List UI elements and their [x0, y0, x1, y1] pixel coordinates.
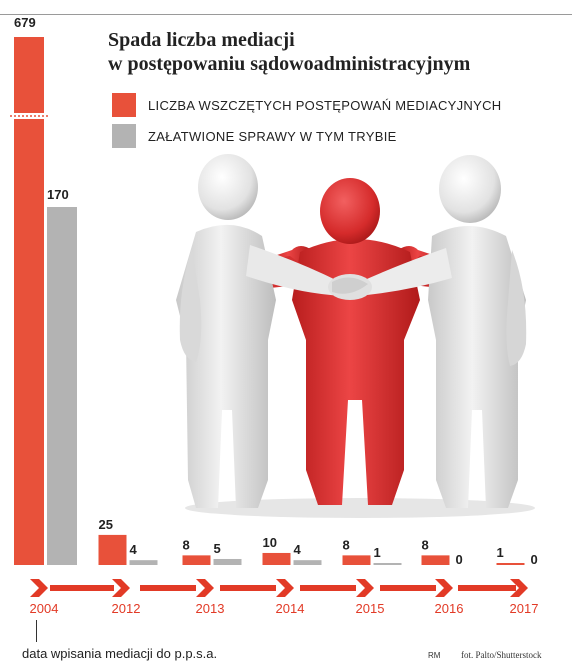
title-line-1: Spada liczba mediacji: [108, 29, 295, 51]
timeline-segment-3: [300, 585, 356, 591]
bar-resolved-2012: [129, 560, 158, 565]
timeline-segment-1: [140, 585, 196, 591]
timeline-segment-4: [380, 585, 436, 591]
data-label-initiated-2015: 8: [343, 537, 350, 552]
data-label-initiated-2012: 25: [99, 517, 113, 532]
data-label-resolved-2017: 0: [531, 552, 538, 567]
data-label-resolved-2016: 0: [456, 552, 463, 567]
bar-initiated-2017: [496, 563, 525, 565]
legend-swatch-red: [112, 93, 136, 117]
data-label-resolved-2013: 5: [214, 541, 221, 556]
timeline-arrow-2004: [30, 579, 48, 597]
tick-label-2004: 2004: [30, 601, 59, 616]
tick-label-2012: 2012: [112, 601, 141, 616]
bar-resolved-2015: [373, 563, 402, 565]
red-figure-icon: [250, 178, 460, 505]
data-label-initiated-2014: 10: [263, 535, 277, 550]
data-label-resolved-2004: 170: [47, 187, 69, 202]
bar-initiated-2015: [342, 555, 371, 565]
data-label-resolved-2014: 4: [294, 542, 302, 557]
right-white-figure-icon: [356, 155, 527, 508]
three-figures-handshake-icon: [176, 154, 535, 518]
data-label-resolved-2015: 1: [374, 545, 381, 560]
tick-label-2014: 2014: [276, 601, 305, 616]
bar-resolved-2014: [293, 560, 322, 565]
legend-item-initiated: LICZBA WSZCZĘTYCH POSTĘPOWAŃ MEDIACYJNYC…: [112, 93, 501, 117]
photo-credit: fot. Palto/Shutterstock: [461, 650, 542, 660]
legend-swatch-gray: [112, 124, 136, 148]
data-label-initiated-2016: 8: [422, 537, 429, 552]
timeline-arrow-2015: [356, 579, 374, 597]
timeline-axis: 2004 2012 2013 2014 2015 2016 2017: [30, 579, 539, 616]
tick-label-2015: 2015: [356, 601, 385, 616]
tick-label-2013: 2013: [196, 601, 225, 616]
chart-title: Spada liczba mediacji w postępowaniu sąd…: [108, 28, 470, 76]
legend-item-resolved: ZAŁATWIONE SPRAWY W TYM TRYBIE: [112, 124, 397, 148]
legend-label-initiated: LICZBA WSZCZĘTYCH POSTĘPOWAŃ MEDIACYJNYC…: [148, 97, 502, 113]
tick-label-2016: 2016: [435, 601, 464, 616]
bar-initiated-2012: [98, 534, 127, 565]
data-label-resolved-2012: 4: [130, 542, 138, 557]
author-credit: RM: [428, 651, 441, 660]
title-line-2: w postępowaniu sądowoadministracyjnym: [108, 53, 471, 75]
timeline-segment-5: [458, 585, 516, 591]
timeline-arrow-2012: [112, 579, 130, 597]
top-rule: [0, 14, 572, 15]
timeline-segment-0: [50, 585, 114, 591]
data-label-initiated-2004: 679: [14, 15, 36, 30]
timeline-arrow-2016: [435, 579, 453, 597]
bar-initiated-2014: [262, 552, 291, 565]
timeline-arrow-2014: [276, 579, 294, 597]
data-label-initiated-2013: 8: [183, 537, 190, 552]
bar-resolved-2013: [213, 558, 242, 565]
data-label-initiated-2017: 1: [497, 545, 504, 560]
bar-initiated-2016: [421, 555, 450, 565]
bar-initiated-2004: [14, 37, 44, 565]
footnote-marker: [36, 620, 37, 642]
timeline-arrow-2013: [196, 579, 214, 597]
axis-break-gap: [12, 113, 46, 119]
tick-label-2017: 2017: [510, 601, 539, 616]
timeline-arrow-2017: [510, 579, 528, 597]
legend-label-resolved: ZAŁATWIONE SPRAWY W TYM TRYBIE: [148, 128, 397, 144]
bar-initiated-2013: [182, 555, 211, 565]
bar-resolved-2004: [47, 207, 77, 565]
footnote: data wpisania mediacji do p.p.s.a.: [22, 646, 218, 661]
left-white-figure-icon: [176, 154, 344, 508]
timeline-segment-2: [220, 585, 276, 591]
